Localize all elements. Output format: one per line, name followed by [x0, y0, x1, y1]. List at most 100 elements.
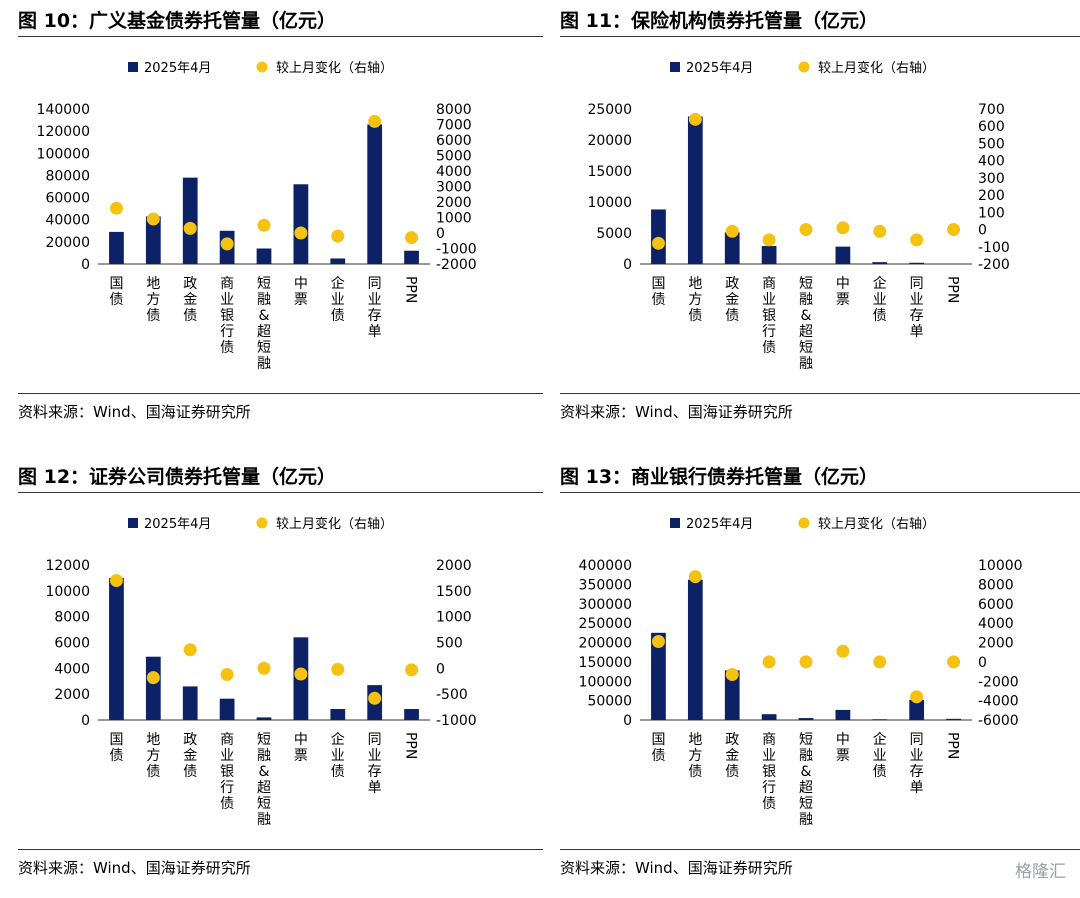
bar: [330, 258, 346, 264]
bar: [145, 216, 161, 264]
bar: [798, 718, 814, 720]
chart-panel-fund: 图 10：广义基金债券托管量（亿元） 2025年4月 较上月变化（右轴） 0 2000…: [18, 4, 543, 442]
change-dot: [220, 237, 234, 251]
right-tick-label: -2000: [436, 257, 477, 273]
change-dot: [910, 233, 924, 247]
change-dot: [331, 662, 345, 676]
category-label: 国债: [651, 276, 665, 308]
right-tick-label: 6000: [436, 133, 472, 149]
right-tick-label: 1500: [436, 584, 472, 600]
right-tick-label: 0: [978, 223, 987, 239]
legend-bar-swatch: [128, 62, 138, 72]
right-tick-label: 500: [978, 136, 1005, 152]
legend-dot-label: 较上月变化（右轴）: [276, 516, 393, 532]
right-tick-label: 2000: [436, 195, 472, 211]
left-tick-label: 2000: [54, 687, 90, 703]
right-tick-label: -100: [978, 240, 1010, 256]
change-dot: [220, 668, 234, 682]
legend-dot-swatch: [256, 517, 268, 529]
left-tick-label: 60000: [45, 191, 90, 207]
change-dot: [183, 643, 197, 657]
change-dot: [910, 690, 924, 704]
change-dot: [146, 212, 160, 226]
bar: [109, 231, 124, 264]
right-tick-label: 4000: [436, 164, 472, 180]
left-tick-label: 100000: [579, 674, 632, 690]
left-tick-label: 4000: [54, 661, 90, 677]
bar: [256, 717, 272, 720]
change-dot: [368, 691, 382, 705]
watermark-logo: 格隆汇: [1015, 862, 1066, 882]
right-tick-label: 400: [978, 154, 1005, 170]
change-dot: [405, 231, 419, 245]
legend-dot-swatch: [798, 61, 810, 73]
change-dot: [836, 221, 850, 235]
bar: [687, 579, 703, 720]
category-label: 短融&超短融: [799, 276, 813, 372]
bar: [330, 709, 346, 720]
right-tick-label: -1000: [436, 713, 477, 729]
source-note: 资料来源：Wind、国海证券研究所: [18, 403, 251, 421]
change-dot: [146, 671, 160, 685]
right-tick-label: 0: [436, 661, 445, 677]
chart-panel-insurance: 图 11：保险机构债券托管量（亿元） 2025年4月 较上月变化（右轴） 0 5000…: [560, 4, 1080, 442]
legend-dot-label: 较上月变化（右轴）: [818, 60, 935, 76]
change-dot: [294, 226, 308, 240]
change-dot: [762, 655, 776, 669]
category-label: 国债: [109, 276, 123, 308]
right-tick-label: -1000: [436, 242, 477, 258]
category-label: 中票: [836, 276, 850, 308]
bar: [293, 184, 309, 264]
chart-title: 图 12：证券公司债券托管量（亿元）: [18, 466, 337, 488]
bank-custody-chart: 2025年4月 较上月变化（右轴）050000100000150000200000…: [579, 516, 1023, 828]
left-tick-label: 400000: [579, 558, 632, 574]
change-dot: [651, 635, 665, 649]
right-tick-label: 3000: [436, 180, 472, 196]
legend-dot-label: 较上月变化（右轴）: [276, 60, 393, 76]
category-label: 地方债: [146, 732, 160, 780]
bar: [651, 632, 666, 720]
right-tick-label: 2000: [978, 636, 1014, 652]
category-label: PPN: [403, 732, 419, 759]
bar: [651, 209, 666, 264]
change-dot: [725, 667, 739, 681]
left-tick-label: 40000: [45, 213, 90, 229]
category-label: 同业存单: [368, 732, 382, 796]
left-tick-label: 0: [623, 713, 632, 729]
change-dot: [873, 655, 887, 669]
change-dot: [836, 644, 850, 658]
left-tick-label: 10000: [587, 195, 632, 211]
legend-dot-swatch: [798, 517, 810, 529]
right-tick-label: 10000: [978, 558, 1023, 574]
category-label: 政金债: [725, 732, 739, 780]
change-dot: [947, 223, 961, 237]
bar: [687, 116, 703, 264]
category-label: 同业存单: [910, 732, 924, 796]
category-label: 国债: [109, 732, 123, 764]
change-dot: [947, 655, 961, 669]
right-tick-label: 300: [978, 171, 1005, 187]
footer-divider: [18, 849, 543, 850]
change-dot: [257, 661, 271, 675]
change-dot: [725, 224, 739, 238]
category-label: 政金债: [183, 276, 197, 324]
bar: [109, 577, 124, 720]
left-tick-label: 250000: [579, 616, 632, 632]
category-label: PPN: [945, 276, 961, 303]
bar: [724, 232, 740, 264]
left-tick-label: 350000: [579, 577, 632, 593]
bar: [835, 246, 851, 264]
right-tick-label: 500: [436, 636, 463, 652]
right-tick-label: 0: [436, 226, 445, 242]
category-label: 中票: [294, 276, 308, 308]
footer-divider: [18, 393, 543, 394]
legend-bar-label: 2025年4月: [144, 517, 211, 532]
legend-bar-label: 2025年4月: [686, 61, 753, 76]
category-label: 地方债: [146, 276, 160, 324]
left-tick-label: 8000: [54, 610, 90, 626]
source-note: 资料来源：Wind、国海证券研究所: [560, 859, 793, 877]
change-dot: [257, 218, 271, 232]
insurance-custody-chart: 2025年4月 较上月变化（右轴）050001000015000200002500…: [587, 60, 1010, 372]
bar: [367, 124, 383, 264]
category-label: 商业银行债: [762, 276, 776, 356]
